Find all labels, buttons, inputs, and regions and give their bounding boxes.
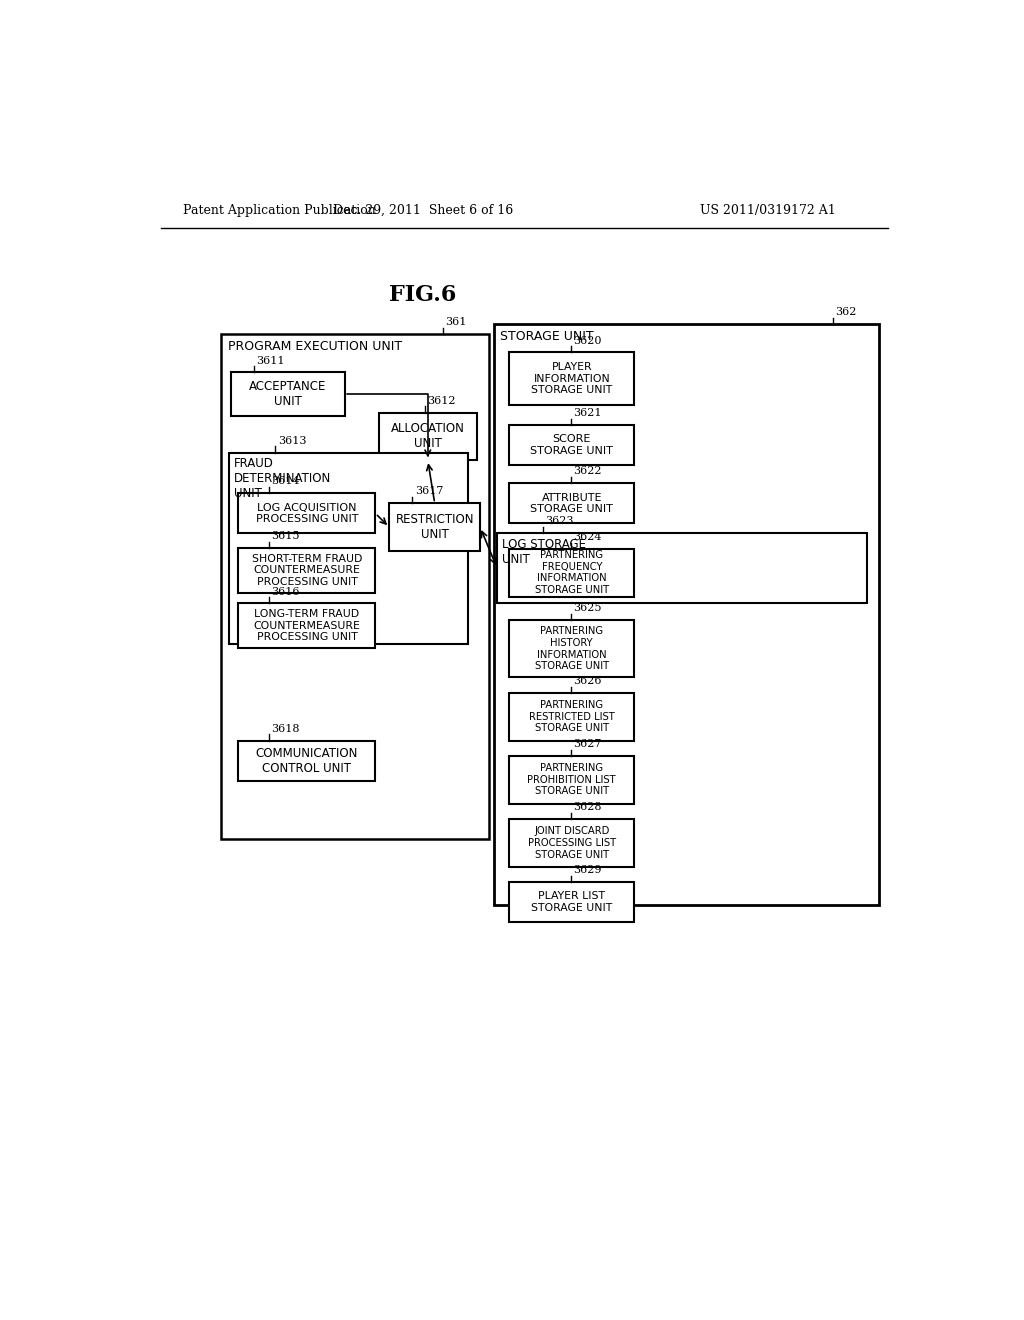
Text: 3622: 3622 xyxy=(573,466,602,477)
Bar xyxy=(509,756,634,804)
Text: PARTNERING
HISTORY
INFORMATION
STORAGE UNIT: PARTNERING HISTORY INFORMATION STORAGE U… xyxy=(535,627,609,672)
Bar xyxy=(230,372,345,416)
Bar xyxy=(509,425,634,465)
Bar xyxy=(509,818,634,867)
Text: 3624: 3624 xyxy=(573,532,602,543)
Text: LONG-TERM FRAUD
COUNTERMEASURE
PROCESSING UNIT: LONG-TERM FRAUD COUNTERMEASURE PROCESSIN… xyxy=(254,610,360,643)
Bar xyxy=(509,882,634,923)
Bar xyxy=(239,603,376,648)
Bar xyxy=(379,412,477,461)
Text: LOG STORAGE
UNIT: LOG STORAGE UNIT xyxy=(502,539,586,566)
Text: FIG.6: FIG.6 xyxy=(389,285,457,306)
Text: 3614: 3614 xyxy=(271,477,300,487)
Bar xyxy=(239,494,376,533)
Bar xyxy=(389,503,480,552)
Text: 3628: 3628 xyxy=(573,803,602,812)
Text: 3625: 3625 xyxy=(573,603,602,614)
Bar xyxy=(509,483,634,524)
Bar xyxy=(229,453,468,644)
Bar xyxy=(239,741,376,780)
Bar xyxy=(497,533,866,603)
Text: PROGRAM EXECUTION UNIT: PROGRAM EXECUTION UNIT xyxy=(227,341,401,354)
Text: PLAYER LIST
STORAGE UNIT: PLAYER LIST STORAGE UNIT xyxy=(531,891,612,913)
Bar xyxy=(509,549,634,597)
Text: 3626: 3626 xyxy=(573,676,602,686)
Text: COMMUNICATION
CONTROL UNIT: COMMUNICATION CONTROL UNIT xyxy=(256,747,358,775)
Bar xyxy=(509,620,634,677)
Text: 3629: 3629 xyxy=(573,866,602,875)
Bar xyxy=(239,548,376,593)
Text: 3617: 3617 xyxy=(415,487,443,496)
Text: Patent Application Publication: Patent Application Publication xyxy=(183,205,376,218)
Text: 3615: 3615 xyxy=(271,531,300,541)
Text: JOINT DISCARD
PROCESSING LIST
STORAGE UNIT: JOINT DISCARD PROCESSING LIST STORAGE UN… xyxy=(527,826,615,859)
Text: FRAUD
DETERMINATION
UNIT: FRAUD DETERMINATION UNIT xyxy=(233,457,331,500)
Text: 3613: 3613 xyxy=(278,436,306,446)
Text: Dec. 29, 2011  Sheet 6 of 16: Dec. 29, 2011 Sheet 6 of 16 xyxy=(333,205,513,218)
Bar xyxy=(509,693,634,741)
Text: 3612: 3612 xyxy=(427,396,456,405)
Text: ATTRIBUTE
STORAGE UNIT: ATTRIBUTE STORAGE UNIT xyxy=(530,492,613,515)
Bar xyxy=(221,334,489,840)
Text: 361: 361 xyxy=(445,317,467,327)
Text: US 2011/0319172 A1: US 2011/0319172 A1 xyxy=(700,205,837,218)
Bar xyxy=(494,323,879,906)
Text: PARTNERING
PROHIBITION LIST
STORAGE UNIT: PARTNERING PROHIBITION LIST STORAGE UNIT xyxy=(527,763,616,796)
Text: 3623: 3623 xyxy=(546,516,574,527)
Text: 3611: 3611 xyxy=(256,355,285,366)
Text: ACCEPTANCE
UNIT: ACCEPTANCE UNIT xyxy=(249,380,327,408)
Text: 3616: 3616 xyxy=(271,586,300,597)
Text: SHORT-TERM FRAUD
COUNTERMEASURE
PROCESSING UNIT: SHORT-TERM FRAUD COUNTERMEASURE PROCESSI… xyxy=(252,554,362,587)
Text: PLAYER
INFORMATION
STORAGE UNIT: PLAYER INFORMATION STORAGE UNIT xyxy=(531,362,612,395)
Text: 3618: 3618 xyxy=(271,723,300,734)
Text: ALLOCATION
UNIT: ALLOCATION UNIT xyxy=(391,422,465,450)
Text: LOG ACQUISITION
PROCESSING UNIT: LOG ACQUISITION PROCESSING UNIT xyxy=(256,503,358,524)
Text: 362: 362 xyxy=(836,308,856,317)
Text: 3627: 3627 xyxy=(573,739,602,748)
Text: SCORE
STORAGE UNIT: SCORE STORAGE UNIT xyxy=(530,434,613,455)
Bar xyxy=(509,352,634,405)
Text: RESTRICTION
UNIT: RESTRICTION UNIT xyxy=(395,513,474,541)
Text: STORAGE UNIT: STORAGE UNIT xyxy=(500,330,594,343)
Text: PARTNERING
RESTRICTED LIST
STORAGE UNIT: PARTNERING RESTRICTED LIST STORAGE UNIT xyxy=(528,700,614,733)
Text: 3621: 3621 xyxy=(573,408,602,418)
Text: 3620: 3620 xyxy=(573,335,602,346)
Text: PARTNERING
FREQUENCY
INFORMATION
STORAGE UNIT: PARTNERING FREQUENCY INFORMATION STORAGE… xyxy=(535,550,609,595)
